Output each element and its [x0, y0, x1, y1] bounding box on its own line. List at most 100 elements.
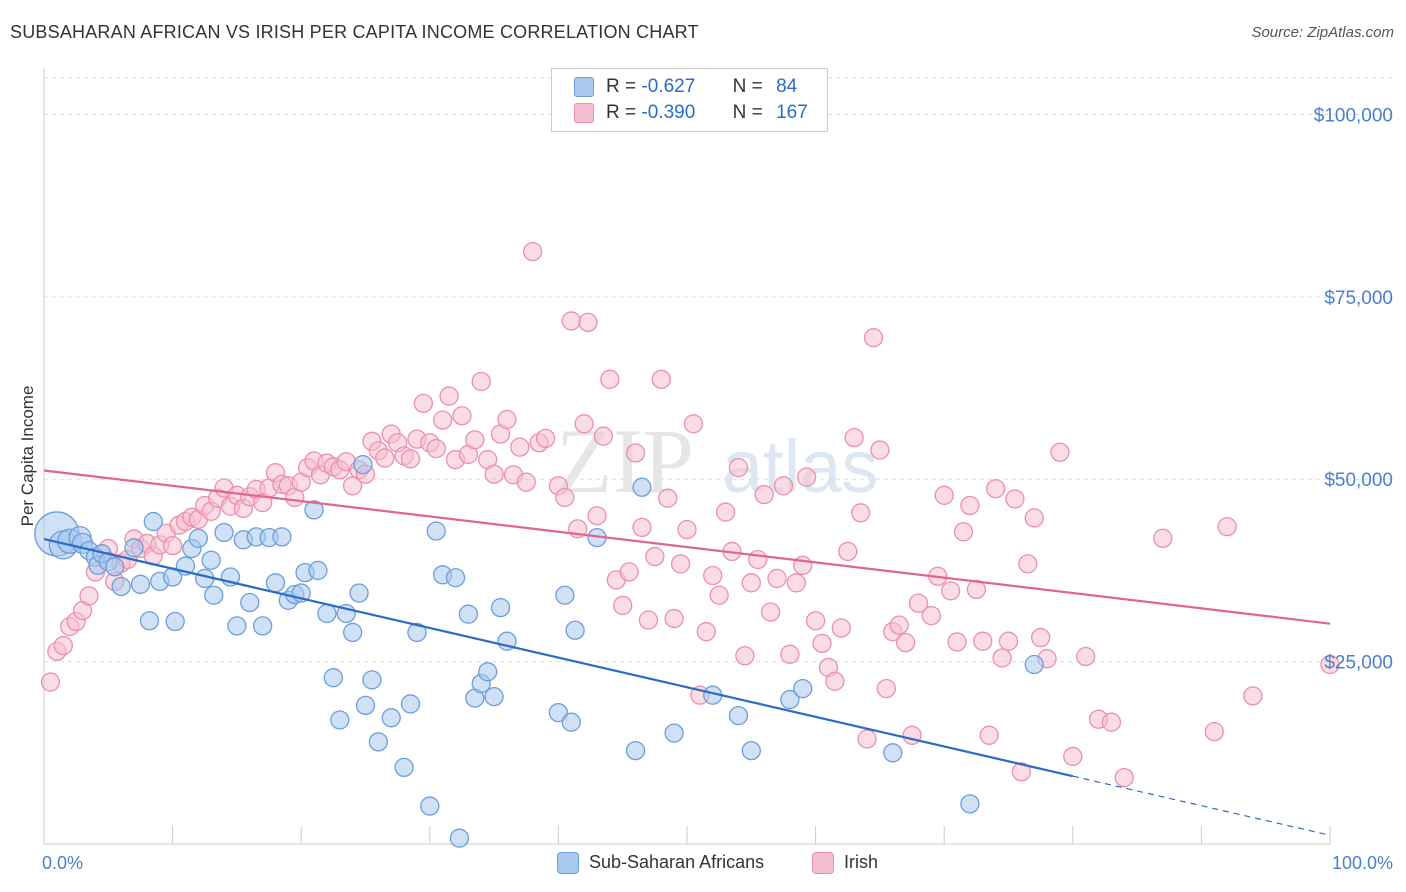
data-point	[368, 732, 389, 752]
data-point	[1204, 722, 1224, 742]
data-point	[330, 710, 350, 730]
data-point	[555, 487, 575, 508]
legend-row-irish: R = -0.390 N = 167	[574, 102, 808, 126]
data-point	[240, 592, 260, 613]
data-point	[420, 796, 440, 816]
bottom-legend-swatch-blue	[557, 852, 579, 875]
data-point	[79, 586, 99, 606]
data-point	[709, 585, 729, 605]
data-point	[735, 646, 755, 666]
legend-n-value: 167	[776, 102, 808, 123]
data-point	[593, 426, 614, 446]
data-point	[953, 522, 974, 542]
data-point	[426, 521, 446, 541]
data-point	[850, 503, 871, 523]
data-point	[908, 593, 929, 613]
irish-trend-line	[43, 469, 1331, 625]
data-point	[439, 386, 459, 406]
data-point	[651, 369, 671, 389]
data-point	[760, 602, 781, 622]
data-point	[1031, 627, 1051, 648]
data-point	[252, 616, 273, 636]
data-point	[433, 410, 453, 430]
data-point	[317, 603, 337, 624]
data-point	[124, 538, 144, 558]
data-point	[40, 672, 61, 692]
data-point	[214, 522, 234, 543]
data-point	[812, 633, 832, 654]
data-point	[632, 477, 652, 497]
data-point	[979, 725, 999, 745]
data-point	[304, 500, 324, 520]
data-point	[227, 616, 247, 636]
subsaharan-trend-line	[43, 537, 1074, 778]
data-point	[375, 448, 395, 468]
data-point	[323, 668, 344, 688]
legend-r-value: -0.627	[641, 76, 696, 97]
legend-swatch-pink	[574, 102, 594, 123]
data-point	[838, 541, 858, 562]
data-point	[490, 597, 511, 618]
data-point	[966, 579, 986, 600]
data-point	[265, 573, 286, 593]
data-point	[683, 414, 704, 434]
data-point	[565, 620, 585, 640]
data-point	[600, 369, 620, 389]
data-point	[1024, 654, 1044, 675]
data-point	[555, 585, 575, 605]
y-tick-label: $75,000	[1324, 288, 1393, 309]
data-point	[883, 743, 903, 763]
data-point	[658, 488, 678, 508]
data-point	[449, 828, 470, 848]
correlation-legend: R = -0.627 N = 84 R = -0.390 N = 167	[551, 68, 828, 132]
data-point	[1217, 517, 1237, 537]
data-point	[748, 549, 768, 570]
data-point	[1018, 554, 1038, 574]
data-point	[985, 479, 1006, 499]
subsaharan-points	[34, 454, 1044, 848]
bottom-legend-swatch-pink	[812, 852, 834, 875]
data-point	[1153, 528, 1173, 548]
legend-swatch-blue	[574, 76, 594, 97]
data-point	[741, 573, 761, 593]
y-axis-label: Per Capita Income	[18, 386, 37, 527]
data-point	[1063, 746, 1083, 767]
data-point	[625, 443, 646, 463]
data-point	[703, 565, 723, 586]
data-point	[625, 740, 646, 761]
data-point	[139, 611, 160, 631]
data-point	[1024, 508, 1044, 528]
bottom-legend-irish: Irish	[812, 852, 878, 875]
data-point	[973, 631, 993, 651]
data-point	[863, 328, 884, 348]
chart-title: SUBSAHARAN AFRICAN VS IRISH PER CAPITA I…	[10, 22, 699, 42]
data-point	[728, 705, 749, 726]
bottom-legend-subsaharan: Sub-Saharan Africans	[557, 852, 764, 875]
data-point	[754, 484, 774, 505]
data-point	[578, 312, 598, 333]
x-tick-label-max: 100.0%	[1332, 853, 1393, 873]
legend-row-subsaharan: R = -0.627 N = 84	[574, 76, 797, 100]
data-point	[1050, 442, 1070, 462]
data-point	[1320, 654, 1340, 675]
trend-lines	[43, 469, 1331, 836]
data-point	[394, 757, 414, 778]
data-point	[1101, 712, 1122, 732]
data-point	[613, 595, 633, 616]
data-point	[188, 528, 208, 548]
data-point	[342, 622, 363, 643]
data-point	[780, 644, 800, 664]
data-point	[895, 633, 916, 653]
data-point	[201, 550, 221, 570]
irish-points	[40, 241, 1340, 788]
data-point	[484, 464, 504, 484]
x-tick-label-min: 0.0%	[42, 853, 83, 873]
data-point	[111, 576, 131, 597]
data-point	[355, 695, 376, 716]
data-point	[510, 437, 530, 457]
data-point	[471, 371, 491, 392]
legend-n-label: N =	[732, 76, 763, 97]
legend-n-value: 84	[776, 76, 798, 97]
legend-n-label: N =	[732, 102, 763, 123]
